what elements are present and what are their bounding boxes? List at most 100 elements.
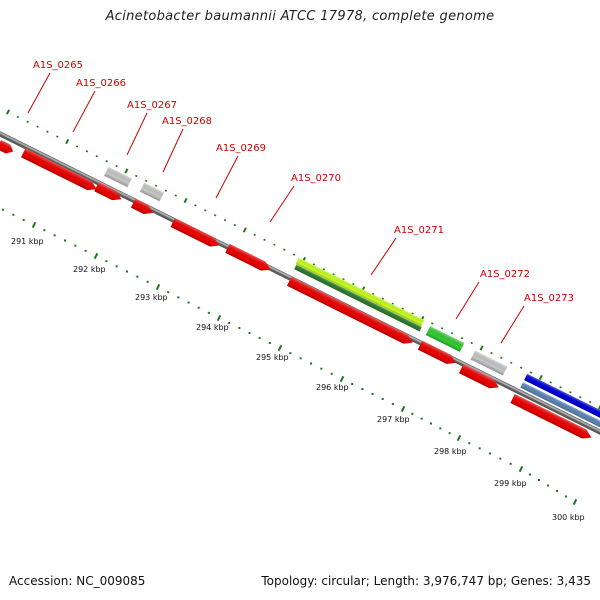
outer-minor-tick xyxy=(292,253,296,256)
scale-label: 295 kbp xyxy=(256,353,289,362)
outer-minor-tick xyxy=(115,164,118,168)
scale-minor-tick xyxy=(105,260,108,263)
scale-major-tick xyxy=(216,314,222,322)
scale-label: 292 kbp xyxy=(73,265,106,274)
scale-minor-tick xyxy=(538,479,540,481)
gene-steelblue-bar xyxy=(520,382,600,428)
outer-minor-tick xyxy=(460,337,464,340)
outer-minor-tick xyxy=(588,400,592,404)
gene-gray-block xyxy=(470,350,508,376)
gene-label: A1S_0265 xyxy=(33,60,83,71)
outer-minor-tick xyxy=(154,184,158,187)
outer-minor-tick xyxy=(144,179,148,182)
scale-major-tick xyxy=(518,465,524,473)
callout-line xyxy=(370,237,397,276)
outer-minor-tick xyxy=(371,292,375,296)
gene-darkgreen-bar xyxy=(294,264,422,332)
gene-blue-bar xyxy=(524,373,600,421)
gene-label: A1S_0267 xyxy=(127,100,177,111)
scale-tick-track: 291 kbp 292 kbp 293 kbp 294 kbp 295 kbp 296 k… xyxy=(2,208,585,522)
outer-minor-tick xyxy=(56,135,59,138)
gene-a1s-0269-arrow xyxy=(225,243,271,271)
feature-shade xyxy=(520,382,600,428)
outer-minor-tick xyxy=(381,297,385,300)
genome-summary-text: Topology: circular; Length: 3,976,747 bp… xyxy=(261,574,591,588)
outer-major-tick xyxy=(538,374,543,381)
outer-minor-tick xyxy=(26,120,29,123)
outer-minor-tick xyxy=(36,125,39,128)
scale-minor-tick xyxy=(320,367,323,370)
outer-major-tick xyxy=(597,404,600,410)
outer-minor-tick xyxy=(95,155,99,158)
scale-major-tick xyxy=(339,375,345,383)
scale-minor-tick xyxy=(289,352,292,355)
callout-line xyxy=(215,155,239,199)
scale-label: 298 kbp xyxy=(434,447,467,456)
callout-line xyxy=(269,185,295,223)
outer-minor-tick xyxy=(569,391,572,394)
map-title: Acinetobacter baumannii ATCC 17978, comp… xyxy=(105,9,495,24)
outer-major-tick xyxy=(183,197,188,204)
scale-minor-tick xyxy=(499,457,502,460)
callout-line xyxy=(455,281,480,320)
scale-minor-tick xyxy=(509,462,512,465)
scale-minor-tick xyxy=(439,427,442,430)
scale-minor-tick xyxy=(411,412,414,415)
accession-text: Accession: NC_009085 xyxy=(9,574,146,588)
scale-label: 294 kbp xyxy=(196,323,229,332)
scale-minor-tick xyxy=(187,301,190,304)
scale-minor-tick xyxy=(330,372,333,375)
feature-shade xyxy=(295,257,425,327)
outer-major-tick xyxy=(65,138,70,145)
scale-minor-tick xyxy=(238,327,241,329)
gene-label: A1S_0271 xyxy=(394,225,444,236)
gene-label: A1S_0270 xyxy=(291,173,341,184)
gene-a1s-0268-arrow xyxy=(170,217,220,247)
gene-partial-arrow xyxy=(0,139,14,154)
outer-minor-tick xyxy=(233,223,237,227)
scale-minor-tick xyxy=(146,280,149,283)
gene-green-block xyxy=(425,326,465,352)
outer-minor-tick xyxy=(273,243,276,246)
scale-minor-tick xyxy=(430,422,432,425)
outer-major-tick xyxy=(124,168,129,174)
scale-minor-tick xyxy=(64,239,66,242)
callout-line xyxy=(72,90,96,133)
outer-minor-tick xyxy=(253,233,256,237)
gene-a1s-0267-arrow xyxy=(130,198,153,214)
scale-minor-tick xyxy=(268,342,271,344)
scale-minor-tick xyxy=(84,249,87,252)
scale-major-tick xyxy=(456,434,462,442)
scale-minor-tick xyxy=(12,213,15,216)
outer-minor-tick xyxy=(164,189,168,192)
outer-minor-tick xyxy=(85,150,89,153)
scale-minor-tick xyxy=(351,383,354,385)
scale-label: 291 kbp xyxy=(11,237,44,246)
scale-minor-tick xyxy=(556,490,558,492)
outer-minor-tick xyxy=(223,219,227,222)
scale-minor-tick xyxy=(299,357,302,360)
outer-minor-tick xyxy=(401,307,404,310)
outer-major-tick xyxy=(479,345,484,351)
gene-gray-block xyxy=(104,166,132,188)
outer-minor-tick xyxy=(391,302,395,305)
gene-a1s-0273-arrow xyxy=(510,393,592,439)
feature-shade xyxy=(104,166,132,188)
scale-label: 297 kbp xyxy=(377,415,410,424)
gene-a1s-0265-arrow xyxy=(21,148,97,191)
outer-minor-tick xyxy=(105,160,108,163)
feature-shade xyxy=(139,182,165,202)
feature-shade xyxy=(458,364,499,389)
scale-major-tick xyxy=(277,344,283,352)
outer-minor-tick xyxy=(75,145,79,148)
scale-major-tick xyxy=(31,221,37,229)
scale-major-tick xyxy=(93,252,99,260)
outer-minor-tick xyxy=(579,396,582,399)
scale-minor-tick xyxy=(136,275,139,278)
outer-major-tick xyxy=(242,227,247,233)
outer-minor-tick xyxy=(263,238,266,241)
scale-minor-tick xyxy=(126,270,128,273)
gene-label: A1S_0272 xyxy=(480,269,530,280)
outer-minor-tick xyxy=(332,273,335,276)
